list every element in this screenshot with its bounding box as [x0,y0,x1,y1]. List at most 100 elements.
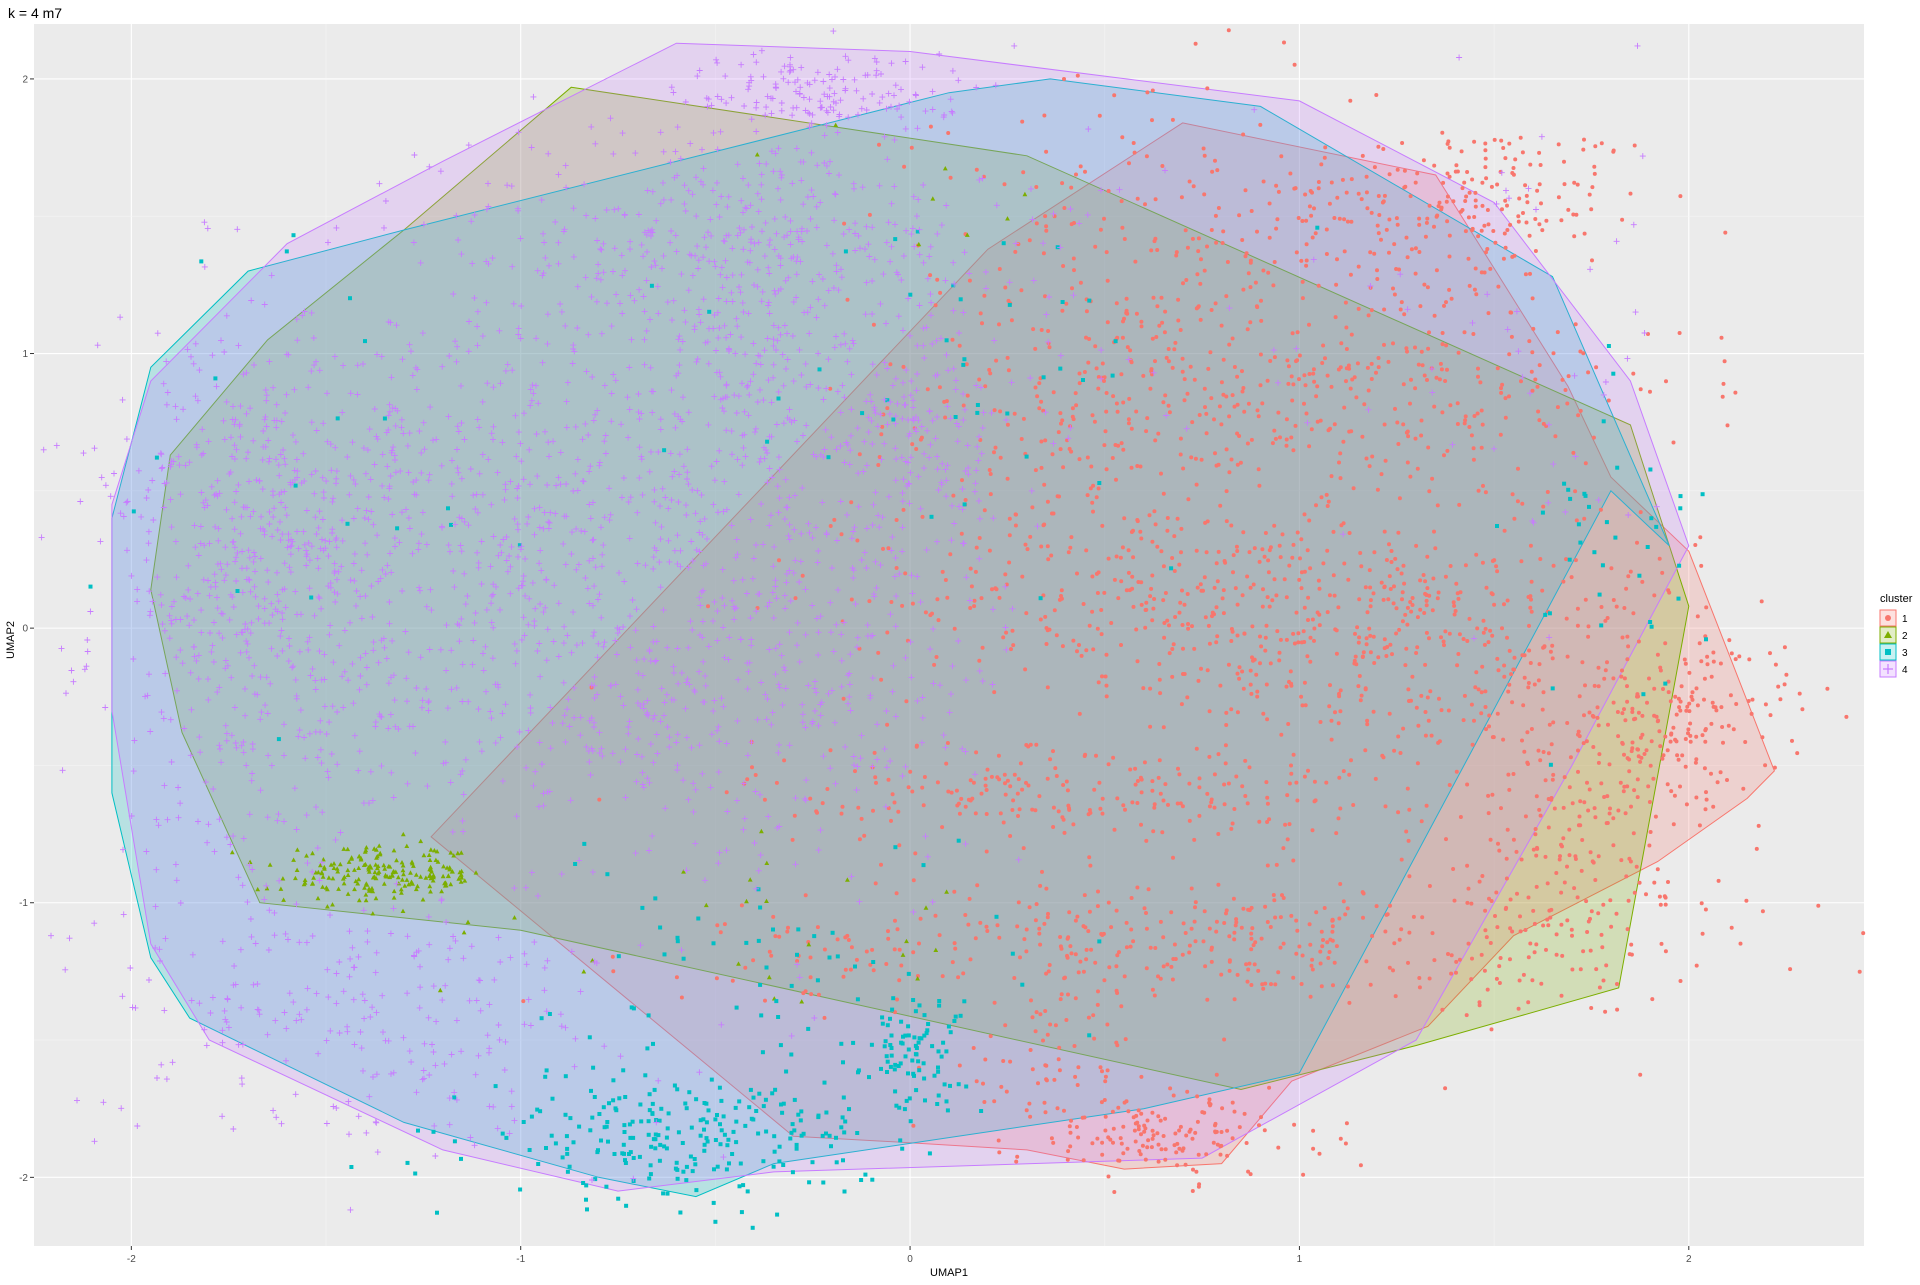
point-c1 [1163,330,1167,334]
point-c3 [682,957,686,961]
point-c3 [885,1054,889,1058]
point-c1 [1013,250,1017,254]
point-c3 [413,1172,417,1176]
point-c1 [1339,476,1343,480]
point-c1 [1088,808,1092,812]
point-c1 [1039,400,1043,404]
point-c3 [723,1133,727,1137]
point-c1 [1311,236,1315,240]
point-c1 [1576,183,1580,187]
point-c1 [1179,328,1183,332]
point-c1 [1301,954,1305,958]
point-c1 [1272,898,1276,902]
point-c1 [1242,687,1246,691]
point-c1 [1076,1065,1080,1069]
point-c3 [545,1068,549,1072]
point-c1 [1385,558,1389,562]
point-c1 [1207,755,1211,759]
point-c1 [1639,756,1643,760]
point-c1 [1240,670,1244,674]
point-c1 [1483,142,1487,146]
point-c1 [1255,695,1259,699]
point-c1 [1410,675,1414,679]
point-c1 [1267,570,1271,574]
point-c3 [834,1136,838,1140]
point-c1 [1173,569,1177,573]
point-c1 [1213,772,1217,776]
point-c1 [1596,705,1600,709]
point-c1 [1119,643,1123,647]
point-c1 [1416,615,1420,619]
point-c1 [1068,1144,1072,1148]
point-c1 [988,468,992,472]
point-c1 [1426,696,1430,700]
point-c1 [932,663,936,667]
point-c1 [1478,380,1482,384]
point-c1 [1768,651,1772,655]
point-c1 [1448,632,1452,636]
point-c1 [1483,909,1487,913]
point-c1 [1097,570,1101,574]
point-c3 [702,1149,706,1153]
point-c1 [1639,387,1643,391]
point-c1 [1494,891,1498,895]
point-c1 [1045,642,1049,646]
point-c1 [1240,238,1244,242]
point-c3 [653,1137,657,1141]
point-c1 [1045,1078,1049,1082]
point-c1 [1422,283,1426,287]
point-c3 [675,1161,679,1165]
point-c3 [738,1184,742,1188]
point-c1 [1289,914,1293,918]
point-c1 [1672,822,1676,826]
point-c1 [706,604,710,608]
point-c1 [1214,214,1218,218]
point-c1 [1703,728,1707,732]
point-c1 [1486,988,1490,992]
point-c1 [1423,579,1427,583]
point-c1 [1516,499,1520,503]
point-c3 [860,411,864,415]
point-c1 [794,596,798,600]
point-c1 [1037,927,1041,931]
point-c1 [842,222,846,226]
point-c1 [1139,823,1143,827]
point-c1 [1537,808,1541,812]
point-c1 [1150,789,1154,793]
point-c1 [1510,700,1514,704]
point-c1 [1844,715,1848,719]
point-c1 [1362,892,1366,896]
point-c1 [1227,28,1231,32]
point-c1 [791,838,795,842]
point-c1 [1100,1153,1104,1157]
point-c3 [584,1183,588,1187]
point-c3 [589,1089,593,1093]
point-c1 [1273,355,1277,359]
point-c1 [1228,969,1232,973]
point-c1 [1008,1060,1012,1064]
point-c1 [1515,850,1519,854]
point-c1 [1391,341,1395,345]
point-c3 [681,1141,685,1145]
point-c1 [1120,226,1124,230]
point-c1 [1605,660,1609,664]
point-c1 [1052,806,1056,810]
point-c1 [1527,595,1531,599]
point-c1 [1345,347,1349,351]
point-c1 [1194,900,1198,904]
point-c1 [1448,234,1452,238]
point-c1 [1414,437,1418,441]
point-c1 [1586,809,1590,813]
point-c1 [1487,714,1491,718]
point-c1 [1650,997,1654,1001]
point-c1 [1439,635,1443,639]
point-c3 [935,1102,939,1106]
point-c3 [886,1023,890,1027]
point-c1 [1139,580,1143,584]
point-c1 [1480,181,1484,185]
point-c3 [494,1084,498,1088]
point-c3 [719,1099,723,1103]
point-c3 [829,1144,833,1148]
point-c1 [1061,264,1065,268]
point-c1 [1144,429,1148,433]
